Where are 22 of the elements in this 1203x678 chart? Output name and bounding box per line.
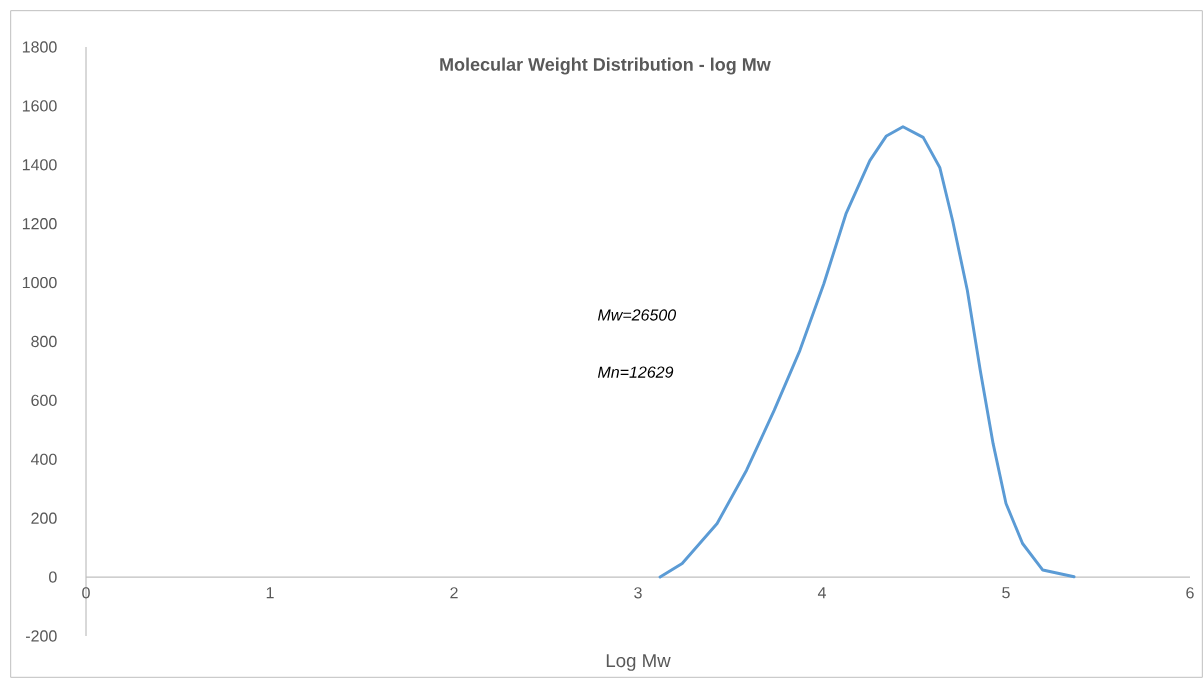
x-tick-label: 6 <box>1186 587 1194 599</box>
x-axis-title: Log Mw <box>606 654 671 671</box>
y-tick-label: 200 <box>31 512 57 524</box>
y-tick-label: 0 <box>49 571 57 583</box>
y-tick-label: 1400 <box>22 159 57 171</box>
x-tick-label: 1 <box>266 587 274 599</box>
y-tick-label: 800 <box>31 335 57 348</box>
x-tick-label: 2 <box>450 587 458 599</box>
y-tick-label: 1000 <box>22 276 57 289</box>
y-tick-label: 600 <box>31 394 57 407</box>
y-tick-label: -200 <box>25 630 57 642</box>
y-tick-label: 1800 <box>22 41 57 53</box>
x-tick-label: 4 <box>817 587 826 599</box>
x-tick-label: 5 <box>1002 587 1010 599</box>
annotation: Mn=12629 <box>597 366 674 378</box>
y-tick-label: 400 <box>30 453 57 465</box>
annotation: Mw=26500 <box>597 309 677 321</box>
y-tick-label: 1600 <box>22 100 57 112</box>
x-tick-label: 3 <box>634 587 642 599</box>
text: Molecular Weight Distribution - log Mw <box>440 57 771 75</box>
y-tick-label: 1200 <box>22 218 57 230</box>
x-tick-label: 0 <box>82 587 90 599</box>
